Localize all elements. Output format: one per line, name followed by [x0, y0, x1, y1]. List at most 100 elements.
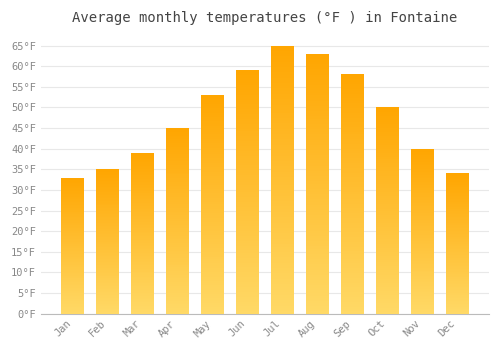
- Bar: [411, 274, 434, 276]
- Bar: [376, 118, 398, 120]
- Bar: [166, 201, 189, 202]
- Bar: [376, 182, 398, 184]
- Bar: [446, 277, 468, 279]
- Bar: [166, 282, 189, 284]
- Bar: [236, 304, 259, 306]
- Bar: [236, 233, 259, 236]
- Bar: [62, 284, 84, 285]
- Bar: [341, 130, 363, 132]
- Bar: [201, 270, 224, 272]
- Bar: [131, 195, 154, 196]
- Bar: [96, 312, 119, 314]
- Bar: [96, 273, 119, 275]
- Bar: [376, 287, 398, 289]
- Bar: [236, 107, 259, 109]
- Bar: [376, 107, 398, 110]
- Bar: [376, 196, 398, 198]
- Bar: [341, 144, 363, 146]
- Bar: [341, 122, 363, 125]
- Bar: [306, 158, 328, 160]
- Bar: [62, 308, 84, 310]
- Bar: [411, 195, 434, 197]
- Bar: [201, 235, 224, 237]
- Bar: [131, 174, 154, 175]
- Bar: [201, 261, 224, 264]
- Bar: [411, 281, 434, 282]
- Bar: [411, 182, 434, 183]
- Bar: [376, 303, 398, 306]
- Bar: [341, 230, 363, 232]
- Bar: [446, 202, 468, 203]
- Bar: [131, 182, 154, 183]
- Bar: [96, 257, 119, 259]
- Bar: [236, 180, 259, 182]
- Bar: [411, 211, 434, 213]
- Bar: [236, 270, 259, 272]
- Bar: [131, 278, 154, 280]
- Bar: [341, 75, 363, 77]
- Bar: [201, 128, 224, 130]
- Bar: [376, 308, 398, 309]
- Bar: [306, 233, 328, 236]
- Bar: [411, 190, 434, 191]
- Bar: [376, 244, 398, 246]
- Bar: [271, 126, 294, 129]
- Bar: [341, 166, 363, 168]
- Bar: [201, 220, 224, 222]
- Bar: [306, 129, 328, 132]
- Bar: [271, 129, 294, 131]
- Bar: [376, 128, 398, 130]
- Bar: [376, 132, 398, 134]
- Bar: [411, 264, 434, 266]
- Bar: [411, 149, 434, 150]
- Bar: [62, 265, 84, 266]
- Bar: [236, 226, 259, 229]
- Bar: [306, 150, 328, 153]
- Bar: [62, 270, 84, 272]
- Bar: [201, 108, 224, 110]
- Bar: [201, 180, 224, 183]
- Bar: [376, 202, 398, 204]
- Bar: [62, 182, 84, 183]
- Bar: [201, 250, 224, 252]
- Bar: [411, 294, 434, 295]
- Bar: [271, 198, 294, 201]
- Bar: [201, 246, 224, 248]
- Bar: [411, 208, 434, 210]
- Bar: [201, 143, 224, 145]
- Bar: [271, 62, 294, 64]
- Bar: [376, 180, 398, 182]
- Bar: [131, 166, 154, 167]
- Bar: [96, 309, 119, 311]
- Bar: [376, 258, 398, 260]
- Bar: [271, 70, 294, 72]
- Bar: [271, 298, 294, 300]
- Bar: [166, 267, 189, 269]
- Bar: [271, 97, 294, 99]
- Bar: [376, 122, 398, 124]
- Bar: [306, 285, 328, 288]
- Bar: [201, 163, 224, 165]
- Bar: [446, 283, 468, 284]
- Bar: [131, 291, 154, 293]
- Bar: [446, 279, 468, 280]
- Bar: [62, 290, 84, 292]
- Bar: [271, 64, 294, 67]
- Bar: [96, 241, 119, 243]
- Bar: [62, 188, 84, 190]
- Bar: [236, 134, 259, 136]
- Bar: [166, 202, 189, 204]
- Bar: [306, 241, 328, 244]
- Bar: [131, 187, 154, 188]
- Bar: [341, 235, 363, 237]
- Bar: [341, 304, 363, 307]
- Bar: [306, 254, 328, 257]
- Bar: [446, 221, 468, 223]
- Bar: [446, 203, 468, 204]
- Bar: [306, 186, 328, 189]
- Bar: [376, 198, 398, 200]
- Bar: [201, 159, 224, 161]
- Bar: [341, 110, 363, 113]
- Bar: [411, 213, 434, 215]
- Bar: [236, 260, 259, 262]
